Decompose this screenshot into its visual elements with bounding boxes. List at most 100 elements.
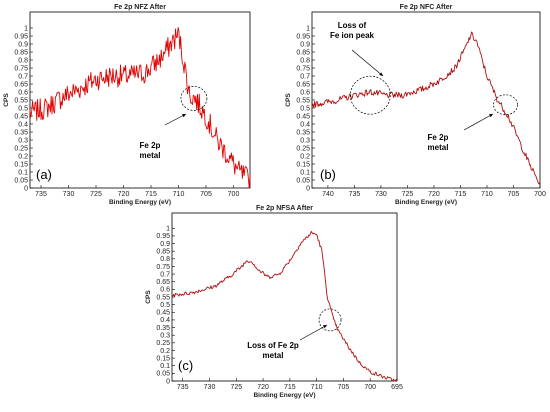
x-tick-label: 725 (230, 384, 242, 391)
y-tick-label: 0.7 (300, 73, 310, 80)
x-tick-label: 705 (338, 384, 350, 391)
y-tick-label: 0.65 (14, 81, 28, 88)
x-tick-label: 720 (257, 384, 269, 391)
plot-frame (171, 212, 398, 382)
y-tick-label: 0.2 (18, 153, 28, 160)
y-tick-label: 0.45 (296, 113, 310, 120)
annotation-circle (493, 94, 518, 116)
y-tick-label: 0.3 (18, 137, 28, 144)
y-tick-label: 0.9 (160, 241, 170, 248)
y-tick-label: 0.5 (160, 302, 170, 309)
chart-title: Fe 2p NFC After (400, 4, 453, 11)
annotation-text: Loss of Fe 2p (247, 341, 299, 350)
annotation-text: Fe ion peak (330, 31, 375, 40)
x-tick-label: 705 (508, 191, 520, 198)
x-tick-label: 710 (481, 191, 493, 198)
y-tick-label: 0.55 (156, 294, 170, 301)
y-tick-label: 0.95 (156, 233, 170, 240)
y-axis-label: CPS (3, 93, 10, 107)
y-tick-label: 0.8 (18, 57, 28, 64)
x-tick-label: 720 (428, 191, 440, 198)
x-tick-label: 730 (204, 384, 216, 391)
y-tick-label: 0.8 (160, 256, 170, 263)
y-tick-label: 0.4 (160, 317, 170, 324)
annotation-text: metal (263, 351, 284, 360)
x-tick-label: 715 (145, 191, 157, 198)
x-axis-label: Binding Energy (eV) (253, 392, 315, 399)
x-tick-label: 715 (284, 384, 296, 391)
x-tick-label: 710 (311, 384, 323, 391)
y-tick-label: 0.35 (14, 129, 28, 136)
y-tick-label: 0.75 (296, 65, 310, 72)
y-tick-label: 0.85 (156, 248, 170, 255)
y-tick-label: 0.85 (296, 49, 310, 56)
y-tick-label: 0.05 (156, 371, 170, 378)
x-tick-label: 725 (402, 191, 414, 198)
y-tick-label: 0.25 (296, 145, 310, 152)
y-tick-label: 0.1 (18, 169, 28, 176)
x-tick-label: 725 (90, 191, 102, 198)
annotation-arrowhead (489, 114, 493, 118)
y-tick-label: 0.4 (300, 121, 310, 128)
y-tick-label: 0.1 (160, 363, 170, 370)
y-tick-label: 0 (306, 185, 310, 192)
annotation-arrowhead (323, 325, 327, 329)
series-line (171, 230, 398, 382)
y-tick-label: 0.15 (156, 355, 170, 362)
y-tick-label: 1 (24, 25, 28, 32)
annotation-arrowhead (182, 114, 186, 118)
y-tick-label: 1 (306, 25, 310, 32)
y-tick-label: 0.55 (296, 97, 310, 104)
annotation-arrow (463, 113, 494, 131)
x-tick-label: 735 (349, 191, 361, 198)
y-tick-label: 0.6 (300, 89, 310, 96)
chart-title: Fe 2p NFSA After (256, 205, 313, 212)
y-tick-label: 0 (24, 185, 28, 192)
y-axis-label: CPS (145, 290, 152, 304)
series-line (311, 31, 541, 185)
y-tick-label: 0.3 (160, 332, 170, 339)
y-tick-label: 0.65 (296, 81, 310, 88)
chart-panel-1: Fe 2p NFZ After 00.050.10.150.20.250.30.3… (3, 4, 251, 206)
y-tick-label: 1 (166, 226, 170, 233)
y-tick-label: 0.5 (300, 105, 310, 112)
y-tick-label: 0.15 (296, 161, 310, 168)
annotation-text: Fe 2p (428, 133, 449, 142)
y-tick-label: 0.2 (300, 153, 310, 160)
x-tick-label: 720 (118, 191, 130, 198)
annotation-circle (349, 75, 391, 115)
panel-label: (a) (36, 167, 52, 182)
y-tick-label: 0.1 (300, 169, 310, 176)
y-tick-label: 0.5 (18, 105, 28, 112)
y-tick-label: 0.35 (296, 129, 310, 136)
x-tick-label: 700 (534, 191, 546, 198)
chart-panel-2: Fe 2p NFC After 00.050.10.150.20.250.30.3… (285, 4, 546, 206)
y-tick-label: 0.3 (300, 137, 310, 144)
y-tick-label: 0.45 (14, 113, 28, 120)
x-axis-label: Binding Energy (eV) (395, 199, 457, 206)
x-tick-label: 705 (200, 191, 212, 198)
annotation-text: metal (140, 151, 161, 160)
x-tick-label: 700 (364, 384, 376, 391)
y-tick-label: 0.9 (300, 41, 310, 48)
annotation-arrow (351, 49, 384, 77)
y-tick-label: 0.35 (156, 325, 170, 332)
x-tick-label: 740 (322, 191, 334, 198)
y-tick-label: 0.95 (14, 33, 28, 40)
y-tick-label: 0.05 (296, 177, 310, 184)
x-tick-label: 730 (63, 191, 75, 198)
y-tick-label: 0.95 (296, 33, 310, 40)
panel-label: (b) (320, 167, 336, 182)
annotation-circle (318, 308, 342, 332)
annotation-arrowhead (379, 72, 383, 76)
y-tick-label: 0.25 (14, 145, 28, 152)
chart-panel-3: Fe 2p NFSA After00.050.10.150.20.250.30.… (145, 205, 403, 399)
y-tick-label: 0.6 (160, 287, 170, 294)
y-tick-label: 0.6 (18, 89, 28, 96)
plot-frame (29, 11, 251, 189)
annotation-circle (180, 86, 208, 111)
annotation-arrow (164, 113, 187, 126)
y-tick-label: 0.25 (156, 340, 170, 347)
y-tick-label: 0.8 (300, 57, 310, 64)
